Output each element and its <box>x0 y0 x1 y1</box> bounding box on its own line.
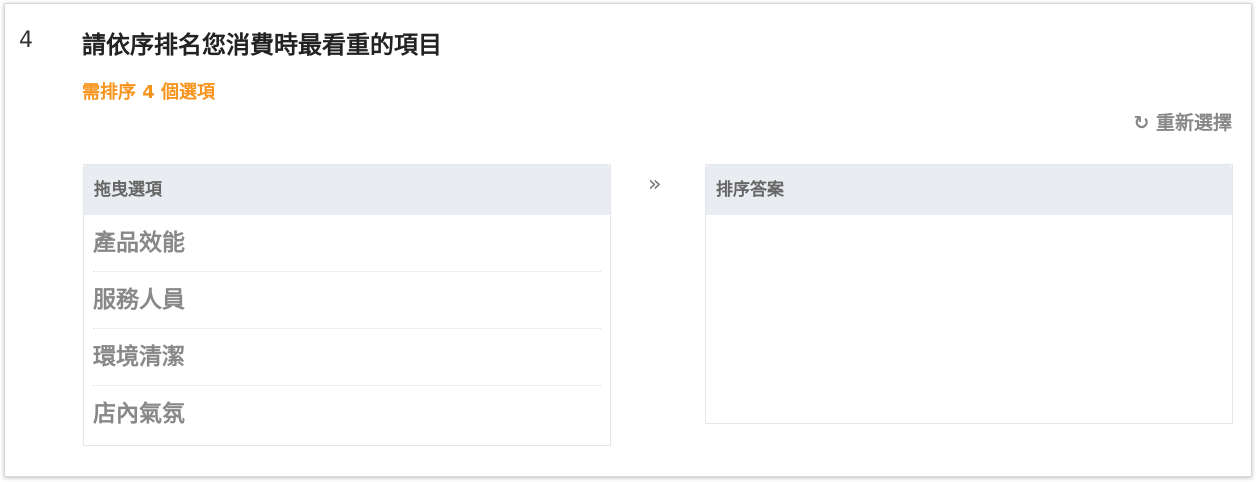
draggable-option[interactable]: 服務人員 <box>93 272 601 329</box>
refresh-icon: ↻ <box>1133 112 1150 134</box>
draggable-option[interactable]: 環境清潔 <box>93 329 601 386</box>
source-panel: 拖曳選項 產品效能 服務人員 環境清潔 店內氣氛 <box>83 164 611 446</box>
draggable-option[interactable]: 店內氣氛 <box>93 401 185 427</box>
target-panel-header: 排序答案 <box>706 165 1232 215</box>
draggable-option[interactable]: 產品效能 <box>93 215 601 272</box>
double-chevron-right-icon: » <box>648 172 662 197</box>
question-title: 請依序排名您消費時最看重的項目 <box>82 31 442 59</box>
question-number: 4 <box>19 28 33 53</box>
source-panel-header: 拖曳選項 <box>84 165 610 215</box>
reset-button[interactable]: ↻ 重新選擇 <box>1133 112 1232 134</box>
target-panel[interactable]: 排序答案 <box>705 164 1233 424</box>
question-hint: 需排序 4 個選項 <box>82 82 216 103</box>
